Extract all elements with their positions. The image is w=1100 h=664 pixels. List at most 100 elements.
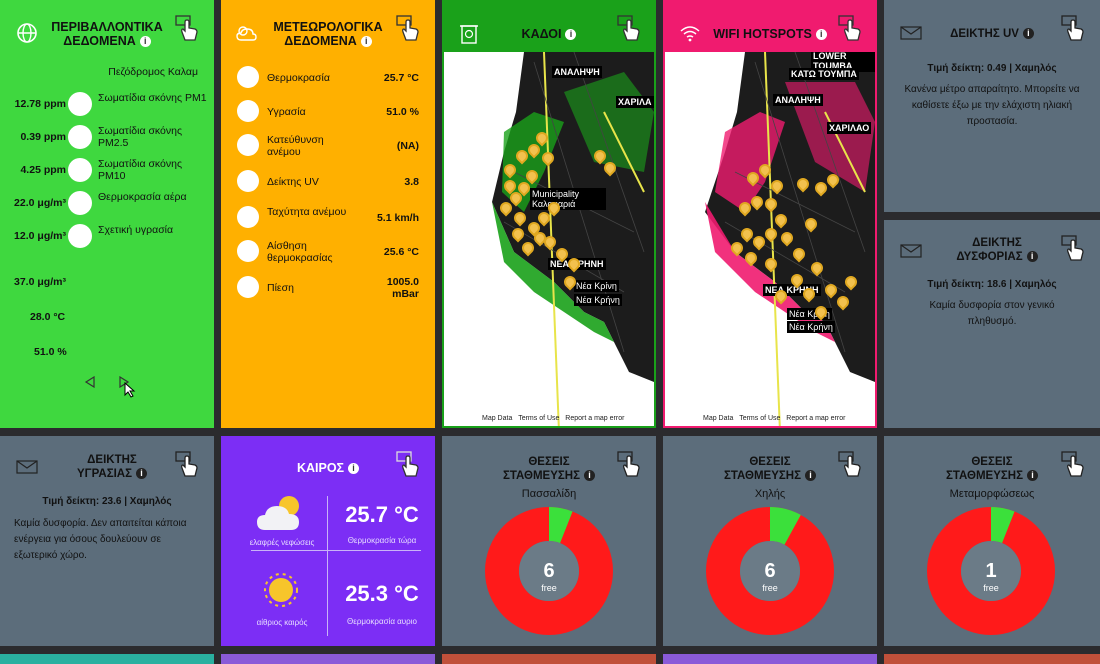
info-icon[interactable]: i xyxy=(584,470,596,482)
map-label: Νέα Κρήνη xyxy=(787,321,835,333)
env-label: Σωματίδια σκόνης PM10 xyxy=(98,158,183,182)
uv-index-value: Τιμή δείκτη: 0.49 | Χαμηλός xyxy=(927,63,1057,74)
info-icon[interactable]: i xyxy=(805,470,817,482)
location-label: Πεζόδρομος Καλαμ xyxy=(108,66,198,78)
hand-pointer-icon[interactable] xyxy=(837,14,863,42)
recycle-bin-icon xyxy=(460,25,478,44)
divider xyxy=(327,496,328,636)
wifi-map-card: WIFI HOTSPOTS i LOWER TOUMBA ΚΑΤΩ ΤΟΥΜΠΑ … xyxy=(663,0,877,428)
map-footer[interactable]: Map Data Terms of Use Report a map error xyxy=(703,415,846,422)
env-title: ΠΕΡΙΒΑΛΛΟΝΤΙΚΑ ΔΕΔΟΜΕΝΑ i xyxy=(51,20,163,48)
env-data-row: 4.25 ppm Σωματίδια σκόνης PM10 xyxy=(0,158,214,184)
gauge-icon xyxy=(237,276,259,298)
thermometer-icon xyxy=(237,66,259,88)
meteo-data-row: Δείκτης UV 3.8 xyxy=(221,170,435,200)
hand-pointer-icon[interactable] xyxy=(1060,234,1086,262)
info-icon[interactable]: i xyxy=(136,468,147,480)
bottom-strip xyxy=(884,654,1100,664)
env-value: 12.78 ppm xyxy=(14,98,66,110)
free-count: 6 xyxy=(764,560,775,582)
hand-pointer-icon[interactable] xyxy=(616,450,642,478)
map-label: Municipality Καλαμαριά xyxy=(530,188,606,210)
environmental-data-card: ΠΕΡΙΒΑΛΛΟΝΤΙΚΑ ΔΕΔΟΜΕΝΑ i Πεζόδρομος Καλα… xyxy=(0,0,214,428)
wifi-icon xyxy=(680,26,700,42)
extra-value: 51.0 % xyxy=(34,346,67,358)
info-icon[interactable]: i xyxy=(815,29,827,41)
bins-title: ΚΑΔΟΙ i xyxy=(482,27,616,41)
meteo-value: 25.6 °C xyxy=(383,246,419,258)
free-label: free xyxy=(541,583,557,593)
hand-pointer-icon[interactable] xyxy=(174,450,200,478)
info-icon[interactable]: i xyxy=(565,29,577,41)
info-icon[interactable]: i xyxy=(360,36,372,48)
hand-pointer-icon[interactable] xyxy=(174,14,200,42)
wifi-map[interactable]: LOWER TOUMBA ΚΑΤΩ ΤΟΥΜΠΑ ΑΝΑΛΗΨΗ ΧΑΡΙΛΑΟ… xyxy=(665,52,875,426)
map-footer[interactable]: Map Data Terms of Use Report a map error xyxy=(482,415,625,422)
prev-arrow-icon[interactable] xyxy=(84,376,96,388)
humidity-title: ΔΕΙΚΤΗΣ ΥΓΡΑΣΙΑΣ i xyxy=(70,453,154,481)
wind-flag-icon xyxy=(237,206,259,228)
map-label: ΧΑΡΙΛΑ xyxy=(616,96,654,108)
wifi-title: WIFI HOTSPOTS i xyxy=(703,27,837,41)
parking-title: ΘΕΣΕΙΣ ΣΤΑΘΜΕΥΣΗΣ i xyxy=(939,455,1045,483)
info-icon[interactable]: i xyxy=(348,463,360,475)
hand-pointer-icon[interactable] xyxy=(1060,14,1086,42)
bottom-strip xyxy=(221,654,435,664)
next-arrow-icon[interactable] xyxy=(118,376,130,388)
meteo-value: 5.1 km/h xyxy=(376,212,419,224)
donut-hole xyxy=(519,541,579,601)
meteo-value: (NA) xyxy=(396,140,419,152)
info-icon[interactable]: i xyxy=(1026,251,1038,263)
info-icon[interactable]: i xyxy=(139,36,151,48)
env-label: Σωματίδια σκόνης PM2.5 xyxy=(98,125,183,149)
globe-icon xyxy=(17,23,37,43)
weather-icon xyxy=(236,26,257,41)
parking-title: ΘΕΣΕΙΣ ΣΤΑΘΜΕΥΣΗΣ i xyxy=(718,455,822,483)
info-icon[interactable]: i xyxy=(1027,470,1039,482)
parking-title: ΘΕΣΕΙΣ ΣΤΑΘΜΕΥΣΗΣ i xyxy=(497,455,601,483)
parking-card: ΘΕΣΕΙΣ ΣΤΑΘΜΕΥΣΗΣ i Πασσαλίδη 6 free xyxy=(442,436,656,646)
env-data-row: 12.78 ppm Σωματίδια σκόνης PM1 xyxy=(0,92,214,118)
env-label: Σχετική υγρασία xyxy=(98,224,174,236)
discomfort-index-value: Τιμή δείκτη: 18.6 | Χαμηλός xyxy=(927,279,1057,290)
meteo-label: Δείκτης UV xyxy=(267,176,319,188)
map-label: ΧΑΡΙΛΑΟ xyxy=(827,122,872,134)
env-value: 4.25 ppm xyxy=(20,164,66,176)
meteo-data-row: Πίεση 1005.0 mBar xyxy=(221,276,435,306)
env-data-row: 0.39 ppm Σωματίδια σκόνης PM2.5 xyxy=(0,125,214,151)
env-value: 22.0 μg/m³ xyxy=(14,197,66,209)
compass-icon xyxy=(237,134,259,156)
weather-forecast-card: ΚΑΙΡΟΣ i ελαφρές νεφώσεις 25.7 °C Θερμοκρ… xyxy=(221,436,435,646)
env-data-row: 22.0 μg/m³ Θερμοκρασία αέρα xyxy=(0,191,214,217)
today-temperature: 25.7 °C xyxy=(345,502,419,527)
env-label: Σωματίδια σκόνης PM1 xyxy=(98,92,207,104)
env-value: 12.0 μg/m³ xyxy=(14,230,66,242)
meteo-data-row: Υγρασία 51.0 % xyxy=(221,100,435,130)
hand-pointer-icon[interactable] xyxy=(395,450,421,478)
parking-location: Χηλής xyxy=(754,488,786,500)
bins-map[interactable]: ΑΝΑΛΗΨΗ ΧΑΡΙΛΑ Municipality Καλαμαριά ΝΕ… xyxy=(444,52,654,426)
humidity-advice: Καμία δυσφορία. Δεν απαιτείται κάποια εν… xyxy=(14,518,187,561)
hand-pointer-icon[interactable] xyxy=(616,14,642,42)
hand-pointer-icon[interactable] xyxy=(395,14,421,42)
hand-pointer-icon[interactable] xyxy=(837,450,863,478)
meteo-label: Πίεση xyxy=(267,282,294,294)
envelope-icon xyxy=(900,26,922,40)
parking-card: ΘΕΣΕΙΣ ΣΤΑΘΜΕΥΣΗΣ i Χηλής 6 free xyxy=(663,436,877,646)
info-icon[interactable]: i xyxy=(1022,28,1034,40)
parking-card: ΘΕΣΕΙΣ ΣΤΑΘΜΕΥΣΗΣ i Μεταμορφώσεως 1 free xyxy=(884,436,1100,646)
dust-pm25-icon xyxy=(68,125,92,149)
dust-pm10-icon xyxy=(68,158,92,182)
env-data-row: 12.0 μg/m³ Σχετική υγρασία xyxy=(0,224,214,250)
humidity-index-card: ΔΕΙΚΤΗΣ ΥΓΡΑΣΙΑΣ i Τιμή δείκτη: 23.6 | Χα… xyxy=(0,436,214,646)
extra-value: 37.0 μg/m³ xyxy=(14,276,66,288)
humidity-index-value: Τιμή δείκτη: 23.6 | Χαμηλός xyxy=(42,496,172,507)
weather-title: ΚΑΙΡΟΣ i xyxy=(261,461,395,475)
uv-advice: Κανένα μέτρο απαραίτητο. Μπορείτε να καθ… xyxy=(904,84,1080,127)
cloudy-sun-icon xyxy=(257,496,299,530)
hand-pointer-icon[interactable] xyxy=(1060,450,1086,478)
dust-pm1-icon xyxy=(68,92,92,116)
